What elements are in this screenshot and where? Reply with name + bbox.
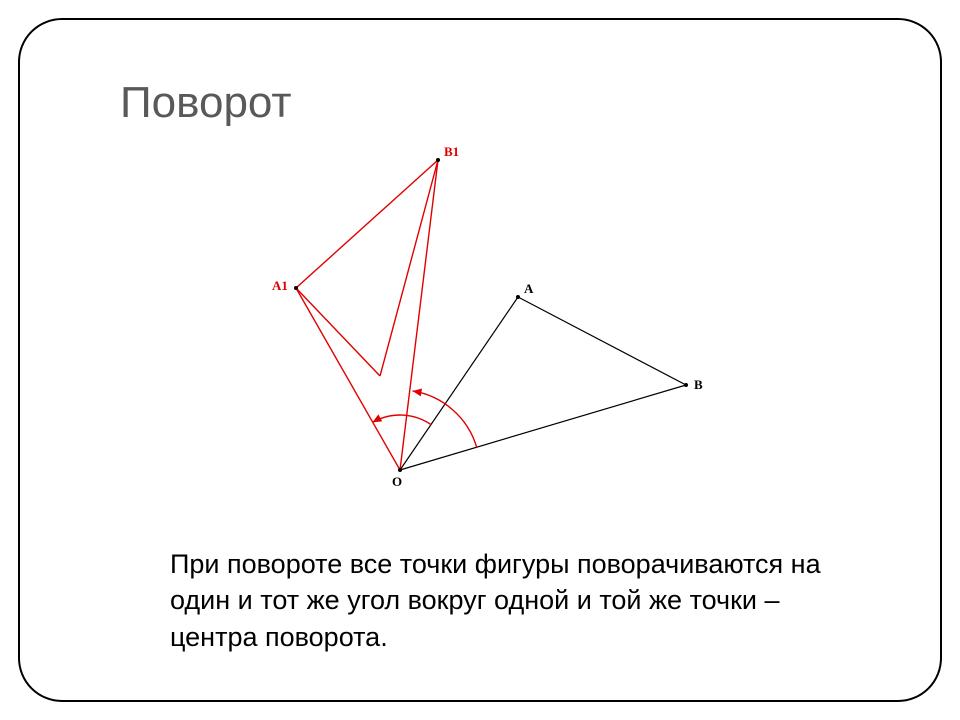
slide-body-text: При повороте все точки фигуры поворачива… [170,546,870,655]
svg-text:O: O [392,474,402,489]
slide-title: Поворот [120,78,292,128]
svg-text:B1: B1 [444,144,459,159]
rotation-diagram: OABA1B1 [240,160,740,500]
svg-text:A1: A1 [272,278,288,293]
slide-frame: Поворот O A B A1 B1 При повороте все точки ф… [18,18,942,702]
svg-text:A: A [524,281,534,296]
svg-text:B: B [694,377,703,392]
